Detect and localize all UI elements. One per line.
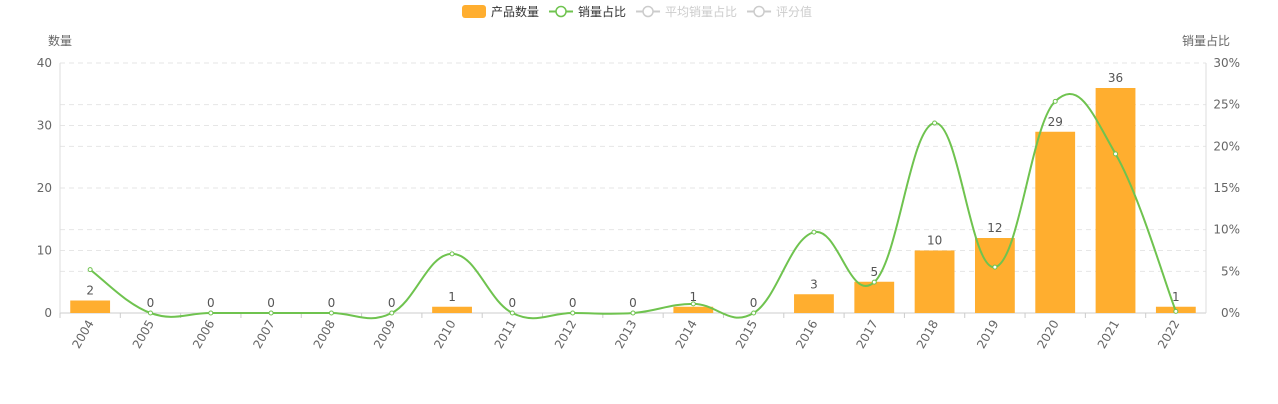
- legend-item[interactable]: 平均销量占比: [636, 4, 737, 19]
- y-tick-label: 0: [44, 306, 52, 320]
- x-tick-label: 2008: [311, 318, 338, 351]
- bar: [673, 306, 714, 313]
- x-tick-label: 2014: [673, 318, 700, 351]
- data-label: 5: [870, 265, 878, 279]
- point: [147, 310, 153, 316]
- y-tick-label: 10: [37, 244, 52, 258]
- point: [328, 310, 334, 316]
- point: [1113, 151, 1119, 157]
- point: [630, 310, 636, 316]
- x-tick-label: 2015: [733, 318, 760, 351]
- legend-swatch: [642, 5, 654, 18]
- data-label: 0: [328, 296, 336, 310]
- point: [751, 310, 757, 316]
- y2-tick-label: 30%: [1213, 56, 1240, 70]
- x-tick-label: 2005: [130, 318, 157, 351]
- legend-item[interactable]: 产品数量: [462, 4, 539, 19]
- x-tick-label: 2022: [1155, 318, 1182, 351]
- bar: [1035, 131, 1076, 313]
- x-tick-label: 2019: [974, 318, 1001, 351]
- point: [449, 251, 455, 257]
- legend-label: 销量占比: [578, 4, 626, 19]
- data-label: 0: [509, 296, 517, 310]
- point: [268, 310, 274, 316]
- point: [932, 120, 938, 126]
- data-label: 0: [388, 296, 396, 310]
- point: [690, 301, 696, 307]
- data-label: 0: [569, 296, 577, 310]
- point: [389, 310, 395, 316]
- data-label: 36: [1108, 71, 1123, 85]
- data-label: 0: [147, 296, 155, 310]
- x-tick-label: 2011: [492, 318, 519, 351]
- y2-tick-label: 5%: [1221, 264, 1240, 278]
- data-label: 1: [689, 290, 697, 304]
- point: [1052, 98, 1058, 104]
- x-tick-label: 2004: [69, 318, 96, 351]
- data-label: 2: [86, 284, 94, 298]
- point: [509, 310, 515, 316]
- x-tick-label: 2007: [250, 318, 277, 351]
- bar: [432, 306, 472, 313]
- legend-label: 产品数量: [491, 4, 539, 19]
- point: [811, 229, 817, 235]
- bar: [914, 250, 955, 313]
- x-tick-label: 2009: [371, 318, 398, 351]
- x-tick-label: 2010: [431, 318, 458, 351]
- point: [871, 279, 877, 285]
- legend-label: 评分值: [776, 4, 812, 19]
- point: [87, 267, 93, 273]
- data-label: 1: [1172, 290, 1180, 304]
- data-label: 0: [629, 296, 637, 310]
- data-label: 29: [1048, 115, 1063, 129]
- data-label: 1: [448, 290, 456, 304]
- data-label: 0: [267, 296, 275, 310]
- y2-tick-label: 0%: [1221, 306, 1240, 320]
- point: [1173, 308, 1179, 314]
- point: [570, 310, 576, 316]
- legend-label: 平均销量占比: [665, 4, 737, 19]
- legend-item[interactable]: 评分值: [747, 4, 812, 19]
- x-tick-label: 2021: [1095, 318, 1122, 351]
- legend-item[interactable]: 销量占比: [549, 4, 626, 19]
- x-tick-label: 2006: [190, 318, 217, 351]
- data-label: 10: [927, 234, 942, 248]
- bar: [854, 281, 895, 313]
- data-label: 3: [810, 277, 818, 291]
- y2-tick-label: 10%: [1213, 223, 1240, 237]
- y-tick-label: 30: [37, 119, 52, 133]
- x-tick-label: 2018: [914, 318, 941, 351]
- data-label: 0: [750, 296, 758, 310]
- bar: [70, 300, 111, 313]
- y2-tick-label: 20%: [1213, 139, 1240, 153]
- bar: [1095, 88, 1136, 313]
- data-label: 12: [987, 221, 1002, 235]
- legend-swatch: [462, 5, 486, 18]
- line: [89, 93, 1177, 320]
- x-tick-label: 2020: [1034, 318, 1061, 351]
- data-label: 0: [207, 296, 215, 310]
- legend-swatch: [753, 5, 765, 18]
- x-tick-label: 2017: [853, 318, 880, 351]
- x-tick-label: 2016: [793, 318, 820, 351]
- y-tick-label: 40: [37, 56, 52, 70]
- x-tick-label: 2013: [612, 318, 639, 351]
- y-axis-label: 数量: [48, 33, 72, 48]
- y2-axis-label: 销量占比: [1182, 33, 1230, 48]
- y2-tick-label: 15%: [1213, 181, 1240, 195]
- point: [208, 310, 214, 316]
- x-tick-label: 2012: [552, 318, 579, 351]
- point: [992, 264, 998, 270]
- bar: [794, 294, 834, 313]
- legend-swatch: [555, 5, 567, 18]
- y2-tick-label: 25%: [1213, 98, 1240, 112]
- y-tick-label: 20: [37, 181, 52, 195]
